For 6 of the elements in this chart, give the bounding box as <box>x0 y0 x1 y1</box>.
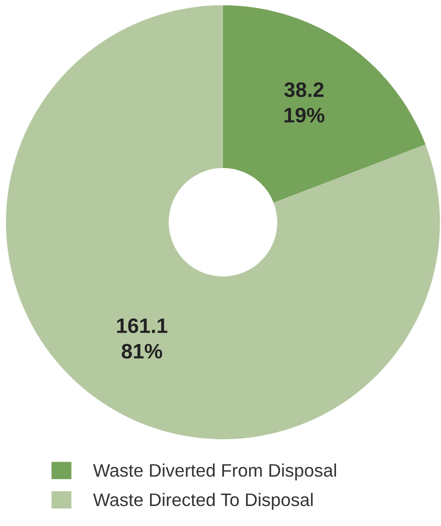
legend-label: Waste Directed To Disposal <box>93 492 313 510</box>
donut-slice <box>222 5 426 203</box>
donut-slice <box>6 5 440 440</box>
data-label: 161.1 81% <box>117 318 168 359</box>
data-label: 38.2 19% <box>284 82 324 123</box>
legend-label: Waste Diverted From Disposal <box>93 464 336 480</box>
